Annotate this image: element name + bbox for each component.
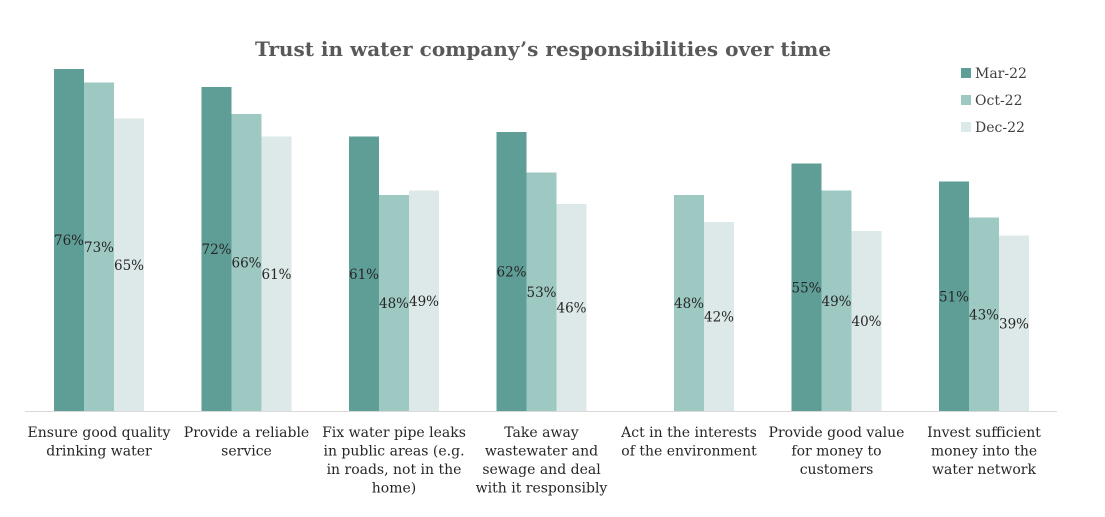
bar-mar-22-1: [54, 69, 84, 411]
data-label-dec-22-7: 39%: [999, 316, 1029, 332]
bar-dec-22-6: [851, 231, 882, 411]
bar-dec-22-3: [409, 190, 439, 411]
data-label-mar-22-4: 62%: [496, 265, 526, 281]
bar-dec-22-2: [261, 136, 292, 411]
bar-dec-22-4: [556, 204, 587, 411]
bar-oct-22-2: [231, 114, 262, 411]
data-label-oct-22-4: 53%: [526, 285, 556, 301]
data-label-dec-22-6: 40%: [851, 314, 881, 330]
legend-item-oct-22: Oct-22: [961, 93, 1023, 109]
chart-title: Trust in water company’s responsibilitie…: [255, 37, 831, 61]
data-label-dec-22-2: 61%: [261, 267, 291, 283]
legend-label-oct-22: Oct-22: [975, 93, 1023, 109]
bar-oct-22-6: [821, 190, 852, 411]
data-label-dec-22-4: 46%: [556, 301, 586, 317]
bar-mar-22-3: [349, 136, 379, 411]
category-label-5: Act in the interests of the environment: [620, 425, 757, 460]
legend-swatch-dec-22: [961, 122, 971, 132]
data-label-oct-22-5: 48%: [674, 296, 704, 312]
data-label-oct-22-7: 43%: [969, 307, 999, 323]
category-label-4: Take away wastewater and sewage and deal wi…: [476, 425, 608, 497]
category-label-1: Ensure good quality drinking water: [28, 425, 171, 460]
legend-item-dec-22: Dec-22: [961, 120, 1025, 136]
bar-dec-22-5: [704, 222, 734, 411]
bar-mar-22-6: [791, 163, 822, 411]
data-label-mar-22-3: 61%: [349, 267, 379, 283]
data-labels-group: 76% 73%65%72%66%61% 61%48% 49%62%53%46% 48%4…: [54, 233, 1029, 332]
legend-swatch-mar-22: [961, 68, 971, 78]
category-label-2: Provide a reliable service: [184, 425, 309, 460]
category-label-3: Fix water pipe leaks in public areas (e.g…: [322, 425, 466, 497]
bar-oct-22-5: [674, 195, 704, 411]
bar-mar-22-4: [496, 132, 527, 411]
data-label-dec-22-1: 65%: [114, 258, 144, 274]
data-label-mar-22-6: 55%: [791, 280, 821, 296]
data-label-dec-22-5: 42%: [704, 310, 734, 326]
data-label-oct-22-1: 73%: [84, 240, 114, 256]
legend-swatch-oct-22: [961, 95, 971, 105]
bar-dec-22-1: [114, 118, 144, 411]
category-labels-group: Ensure good quality drinking water Provide…: [28, 425, 1042, 497]
bar-mar-22-2: [201, 87, 232, 411]
data-label-mar-22-7: 51%: [939, 289, 969, 305]
legend-label-mar-22: Mar-22: [975, 66, 1027, 82]
bar-dec-22-7: [999, 235, 1029, 411]
bar-mar-22-7: [939, 181, 969, 411]
data-label-oct-22-3: 48%: [379, 296, 409, 312]
data-label-mar-22-2: 72%: [201, 242, 231, 258]
bar-oct-22-1: [84, 82, 114, 411]
data-label-oct-22-6: 49%: [821, 294, 851, 310]
data-label-oct-22-2: 66%: [231, 256, 261, 272]
data-label-dec-22-3: 49%: [409, 294, 439, 310]
legend: Mar-22 Oct-22 Dec-22: [961, 66, 1027, 136]
legend-item-mar-22: Mar-22: [961, 66, 1027, 82]
data-label-mar-22-1: 76%: [54, 233, 84, 249]
category-label-7: Invest sufficient money into the water net…: [927, 425, 1041, 478]
legend-label-dec-22: Dec-22: [975, 120, 1025, 136]
bar-oct-22-4: [526, 172, 557, 411]
bar-oct-22-3: [379, 195, 409, 411]
bars-group: [54, 69, 1029, 411]
bar-oct-22-7: [969, 217, 999, 411]
category-label-6: Provide good value for money to customers: [769, 425, 905, 478]
